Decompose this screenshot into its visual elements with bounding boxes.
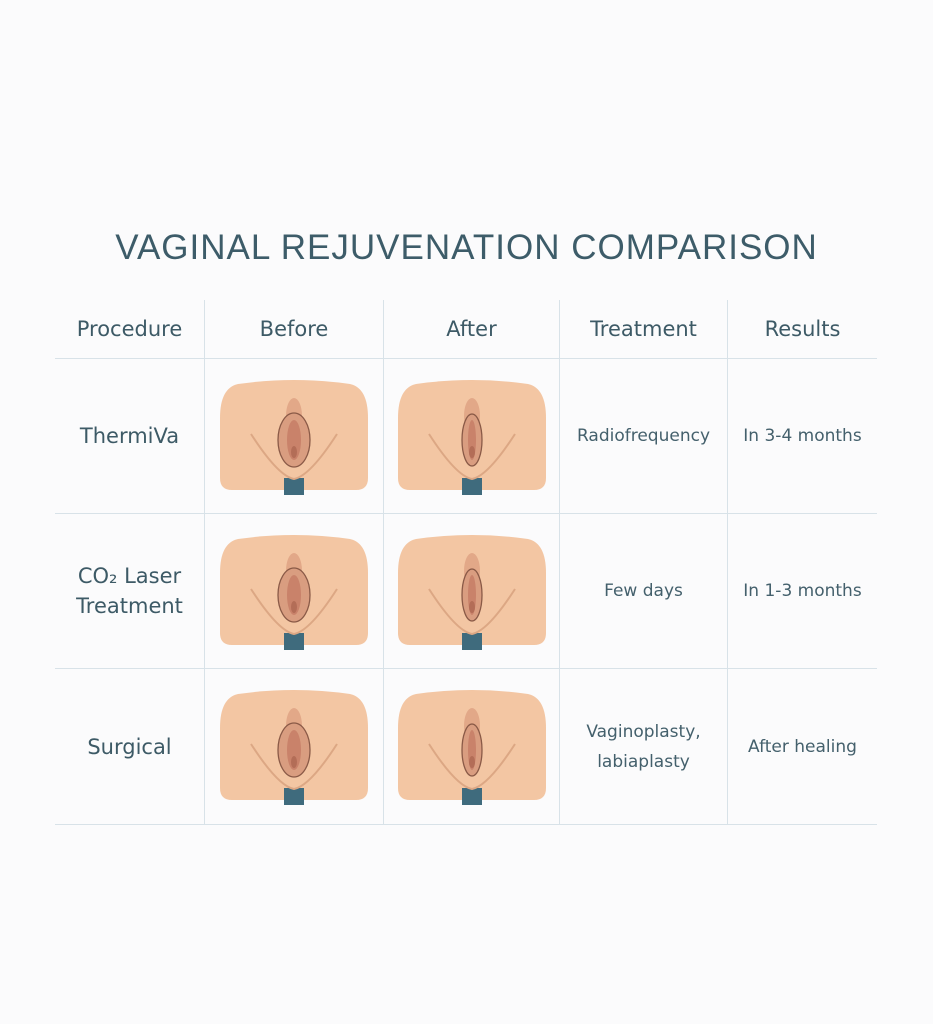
inner-tissue (287, 419, 301, 460)
inner-tissue (287, 574, 301, 615)
contour-line (250, 432, 338, 480)
base-shape (461, 477, 482, 495)
procedure-name: ThermiVa (55, 359, 205, 513)
procedure-name: CO₂ Laser Treatment (55, 514, 205, 668)
table-row: ThermiVa Radiofrequency In 3-4 months (55, 359, 877, 514)
after-illustration (384, 669, 560, 824)
header-results: Results (764, 317, 841, 341)
before-illustration (205, 514, 384, 668)
results-cell: In 3-4 months (743, 426, 862, 446)
table-row: CO₂ Laser Treatment Few days In 1-3 month… (55, 514, 877, 669)
inner-shade (468, 756, 475, 768)
treatment-cell: Vaginoplasty, labiaplasty (560, 669, 728, 824)
inner-tissue (287, 730, 301, 770)
before-anatomy-illustration (220, 690, 368, 805)
results-cell: In 1-3 months (743, 581, 862, 601)
inner-shade (468, 445, 475, 458)
procedure-name: Surgical (55, 669, 205, 824)
after-illustration (384, 359, 560, 513)
after-anatomy-illustration (397, 379, 546, 495)
before-illustration (205, 669, 384, 824)
after-illustration (384, 514, 560, 668)
contour-line (250, 587, 338, 635)
contour-line (250, 743, 338, 791)
base-shape (284, 477, 304, 495)
base-shape (461, 632, 482, 650)
header-treatment: Treatment (560, 300, 728, 358)
before-anatomy-illustration (220, 534, 368, 650)
base-shape (284, 632, 304, 650)
page-title: VAGINAL REJUVENATION COMPARISON (115, 228, 818, 267)
inner-shade (291, 756, 297, 768)
results-cell: After healing (748, 736, 857, 757)
inner-shade (468, 600, 475, 613)
header-row: Procedure Before After Treatment Results (55, 300, 877, 359)
treatment-cell: Radiofrequency (560, 359, 728, 513)
contour-line (427, 587, 516, 635)
header-before: Before (205, 300, 384, 358)
before-anatomy-illustration (220, 379, 368, 495)
inner-shade (291, 445, 297, 458)
table-row: Surgical Vaginoplasty, labiaplasty After … (55, 669, 877, 825)
base-shape (461, 788, 482, 805)
header-procedure: Procedure (55, 300, 205, 358)
base-shape (284, 788, 304, 805)
after-anatomy-illustration (397, 690, 546, 805)
treatment-cell: Few days (560, 514, 728, 668)
comparison-table: Procedure Before After Treatment Results… (55, 300, 877, 825)
inner-shade (291, 600, 297, 613)
after-anatomy-illustration (397, 534, 546, 650)
header-after: After (384, 300, 560, 358)
before-illustration (205, 359, 384, 513)
contour-line (427, 743, 516, 791)
contour-line (427, 432, 516, 480)
